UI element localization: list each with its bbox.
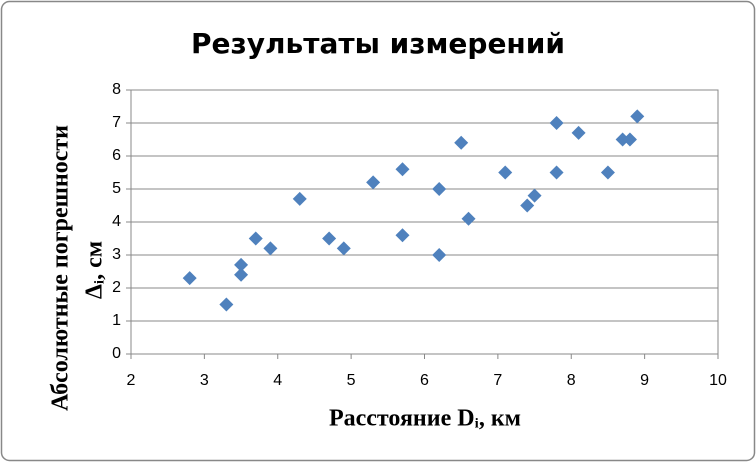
x-tick-label: 8 [567, 372, 576, 389]
point [549, 165, 564, 180]
x-tick-label: 6 [420, 372, 429, 389]
point [630, 109, 645, 124]
x-tick-label: 5 [347, 372, 356, 389]
y-tick-label: 6 [112, 147, 121, 164]
point [600, 165, 615, 180]
point [432, 248, 447, 262]
point [461, 211, 476, 226]
y-tick-label: 4 [112, 213, 121, 230]
point [498, 165, 513, 180]
y-tick-label: 2 [112, 279, 121, 296]
point [549, 116, 564, 130]
point [219, 297, 234, 312]
x-tick-label: 7 [493, 372, 502, 389]
x-axis-label: Расстояние Dᵢ, км [329, 406, 521, 432]
point [622, 132, 637, 147]
point [395, 162, 410, 177]
point [322, 231, 337, 246]
y-axis-label: Δᵢ, см [82, 241, 108, 299]
point [395, 228, 410, 243]
x-tick-label: 3 [200, 372, 209, 389]
point [292, 191, 307, 206]
y-tick-label: 3 [112, 246, 121, 263]
y-tick-label: 5 [112, 180, 121, 197]
y-tick-label: 8 [112, 81, 121, 98]
point [432, 182, 447, 196]
point [366, 175, 381, 190]
x-tick-label: 4 [273, 372, 282, 389]
point [520, 198, 535, 213]
y-tick-label: 0 [112, 345, 121, 362]
x-tick-label: 2 [127, 372, 136, 389]
y-tick-label: 1 [112, 312, 121, 329]
x-tick-label: 10 [709, 372, 727, 389]
y-tick-label: 7 [112, 114, 121, 131]
x-tick-label: 9 [640, 372, 649, 389]
point [454, 135, 469, 150]
chart-title: Результаты измерений [191, 27, 565, 60]
y-axis-label: Абсолютные погрешности [48, 125, 74, 411]
point [615, 132, 630, 147]
point [263, 241, 278, 256]
point [182, 271, 197, 286]
point [571, 125, 586, 140]
point [527, 188, 542, 203]
point [234, 267, 249, 282]
point [234, 257, 249, 272]
point [336, 241, 351, 256]
point [248, 231, 263, 246]
